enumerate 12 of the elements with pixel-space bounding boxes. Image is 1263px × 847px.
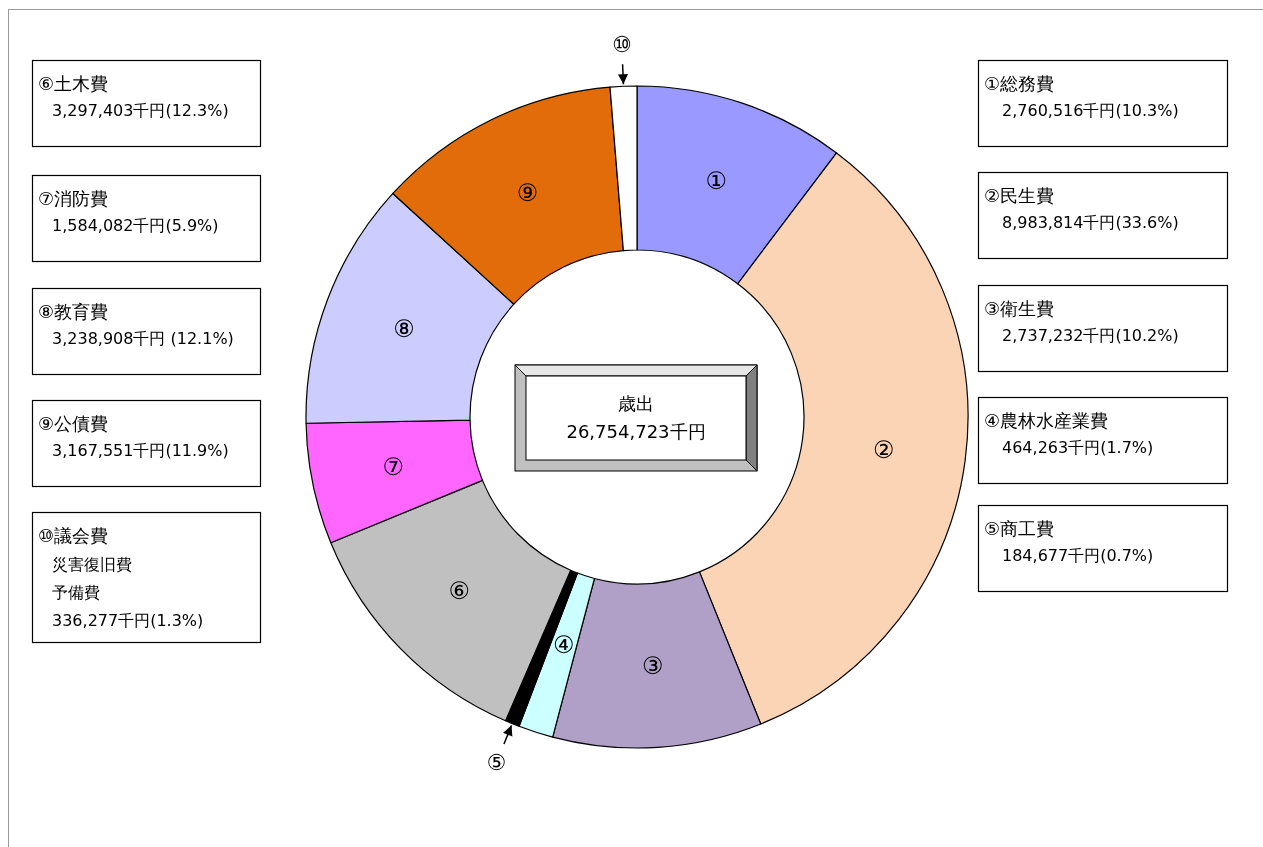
legend-label: ⑤ [486,750,507,776]
slice-label: ⑨ [516,179,539,208]
slice-label: ② [873,435,895,464]
slice-label: ⑧ [393,314,415,343]
text: 歳出 [618,393,654,414]
slice-label: ③ [641,651,664,680]
text: 26,754,723千円 [566,421,706,442]
slice-label: ⑥ [448,577,471,606]
slice-label: ④ [553,630,575,659]
slice-label: ① [705,166,727,195]
slice-label: ⑦ [382,453,404,482]
slice-label: ⑩ [611,32,632,58]
